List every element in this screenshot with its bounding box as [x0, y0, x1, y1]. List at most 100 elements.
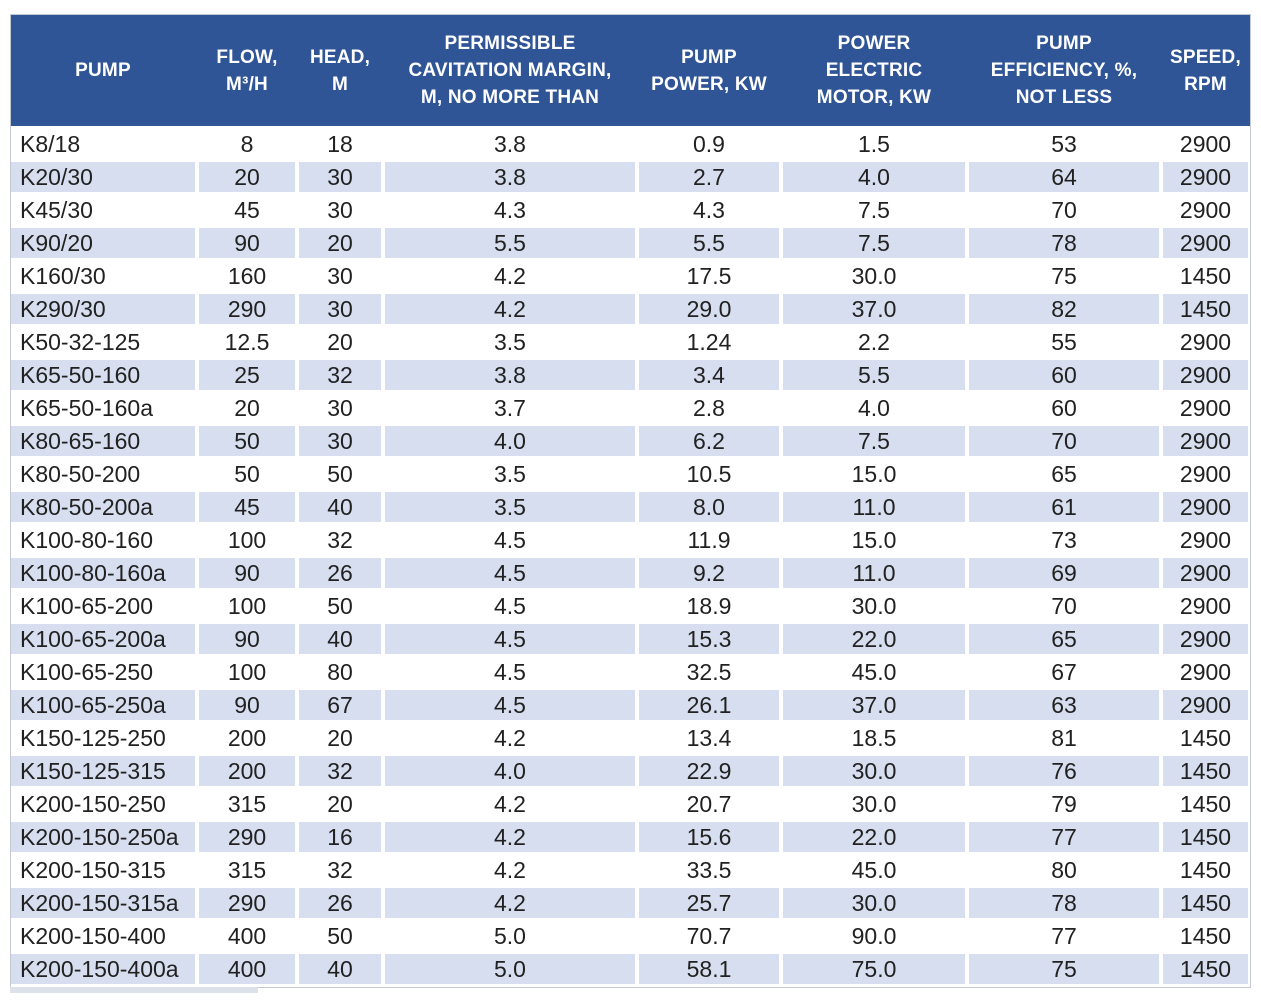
table-row: K80-50-200 50 50 3.5 10.5 15.0 65 2900: [11, 459, 1250, 489]
cell-cavitation: 4.2: [385, 855, 635, 885]
cell-motor_power: 18.5: [783, 723, 965, 753]
cell-pump_power: 32.5: [639, 657, 779, 687]
cell-head: 30: [299, 195, 381, 225]
cell-efficiency: 78: [969, 888, 1159, 918]
column-header-line: PUMP: [1036, 33, 1092, 54]
cell-speed: 2900: [1163, 195, 1248, 225]
cell-pump_power: 58.1: [639, 954, 779, 984]
cell-flow: 160: [199, 261, 295, 291]
column-header-flow: FLOW, M³/H: [199, 15, 295, 126]
cell-pump_power: 5.5: [639, 228, 779, 258]
cell-motor_power: 5.5: [783, 360, 965, 390]
cell-flow: 100: [199, 591, 295, 621]
cell-pump_power: 17.5: [639, 261, 779, 291]
cell-efficiency: 70: [969, 195, 1159, 225]
cell-head: 30: [299, 162, 381, 192]
cell-efficiency: 70: [969, 426, 1159, 456]
cell-efficiency: 75: [969, 261, 1159, 291]
cell-pump_power: 11.9: [639, 525, 779, 555]
cell-pump_power: 4.3: [639, 195, 779, 225]
cell-cavitation: 3.5: [385, 459, 635, 489]
table-row: K80-65-160 50 30 4.0 6.2 7.5 70 2900: [11, 426, 1250, 456]
column-header-pump_power: PUMP POWER, KW: [639, 15, 779, 126]
cell-pump_power: 15.3: [639, 624, 779, 654]
cell-speed: 2900: [1163, 162, 1248, 192]
cell-speed: 2900: [1163, 129, 1248, 159]
cell-cavitation: 5.5: [385, 228, 635, 258]
cell-efficiency: 55: [969, 327, 1159, 357]
cell-pump: K200-150-250: [11, 789, 195, 819]
cell-head: 40: [299, 492, 381, 522]
column-header-cavitation: PERMISSIBLE CAVITATION MARGIN, M, NO MORE …: [385, 15, 635, 126]
cell-speed: 1450: [1163, 756, 1248, 786]
cell-pump: K200-150-250a: [11, 822, 195, 852]
table-row: K200-150-250a 290 16 4.2 15.6 22.0 77 1450: [11, 822, 1250, 852]
cell-head: 32: [299, 756, 381, 786]
cell-flow: 50: [199, 426, 295, 456]
cell-motor_power: 30.0: [783, 591, 965, 621]
cell-flow: 315: [199, 789, 295, 819]
cell-head: 20: [299, 327, 381, 357]
cell-motor_power: 11.0: [783, 558, 965, 588]
cell-head: 50: [299, 921, 381, 951]
cell-pump: K200-150-400a: [11, 954, 195, 984]
pump-spec-table: PUMP FLOW, M³/H HEAD, M PERMISSIBLE CAVITATION…: [10, 14, 1251, 988]
cell-pump_power: 0.9: [639, 129, 779, 159]
table-row: K20/30 20 30 3.8 2.7 4.0 64 2900: [11, 162, 1250, 192]
cell-cavitation: 4.0: [385, 426, 635, 456]
column-header-line: ELECTRIC: [825, 60, 923, 81]
cell-pump_power: 8.0: [639, 492, 779, 522]
cell-motor_power: 7.5: [783, 195, 965, 225]
cell-speed: 2900: [1163, 525, 1248, 555]
cell-flow: 100: [199, 657, 295, 687]
table-row: K200-150-315 315 32 4.2 33.5 45.0 80 1450: [11, 855, 1250, 885]
cell-flow: 90: [199, 228, 295, 258]
column-header-line: HEAD,: [309, 46, 371, 68]
cell-pump_power: 15.6: [639, 822, 779, 852]
cell-cavitation: 4.2: [385, 822, 635, 852]
cell-head: 20: [299, 228, 381, 258]
cell-cavitation: 3.8: [385, 162, 635, 192]
cell-motor_power: 37.0: [783, 690, 965, 720]
table-header-row: PUMP FLOW, M³/H HEAD, M PERMISSIBLE CAVITATION…: [11, 15, 1250, 126]
cell-flow: 45: [199, 492, 295, 522]
cell-pump: K100-65-200a: [11, 624, 195, 654]
cell-head: 40: [299, 954, 381, 984]
column-header-line: EFFICIENCY, %,: [990, 60, 1138, 81]
cell-pump_power: 33.5: [639, 855, 779, 885]
column-header-line: M³/H: [226, 73, 268, 95]
cell-efficiency: 64: [969, 162, 1159, 192]
cell-motor_power: 15.0: [783, 459, 965, 489]
cell-speed: 2900: [1163, 591, 1248, 621]
cell-cavitation: 4.3: [385, 195, 635, 225]
column-header-line: CAVITATION MARGIN,: [408, 60, 612, 81]
column-header-line: M, NO MORE THAN: [420, 87, 600, 108]
cell-speed: 1450: [1163, 822, 1248, 852]
column-header-line: M: [331, 73, 349, 95]
cell-head: 18: [299, 129, 381, 159]
column-header-pump: PUMP: [11, 15, 195, 126]
cell-cavitation: 4.2: [385, 294, 635, 324]
cell-motor_power: 45.0: [783, 657, 965, 687]
cell-pump: K80-65-160: [11, 426, 195, 456]
cell-flow: 90: [199, 624, 295, 654]
cell-motor_power: 30.0: [783, 888, 965, 918]
cell-speed: 2900: [1163, 360, 1248, 390]
cell-flow: 90: [199, 558, 295, 588]
cell-pump_power: 26.1: [639, 690, 779, 720]
column-header-head: HEAD, M: [299, 15, 381, 126]
cell-pump: K45/30: [11, 195, 195, 225]
cell-speed: 1450: [1163, 294, 1248, 324]
cell-efficiency: 77: [969, 822, 1159, 852]
cell-flow: 290: [199, 294, 295, 324]
cell-flow: 12.5: [199, 327, 295, 357]
table-row: K80-50-200a 45 40 3.5 8.0 11.0 61 2900: [11, 492, 1250, 522]
cell-pump: K90/20: [11, 228, 195, 258]
cell-efficiency: 77: [969, 921, 1159, 951]
column-header-line: FLOW,: [216, 46, 278, 68]
cell-pump_power: 2.7: [639, 162, 779, 192]
cell-pump_power: 70.7: [639, 921, 779, 951]
cell-cavitation: 3.8: [385, 129, 635, 159]
cell-speed: 1450: [1163, 723, 1248, 753]
